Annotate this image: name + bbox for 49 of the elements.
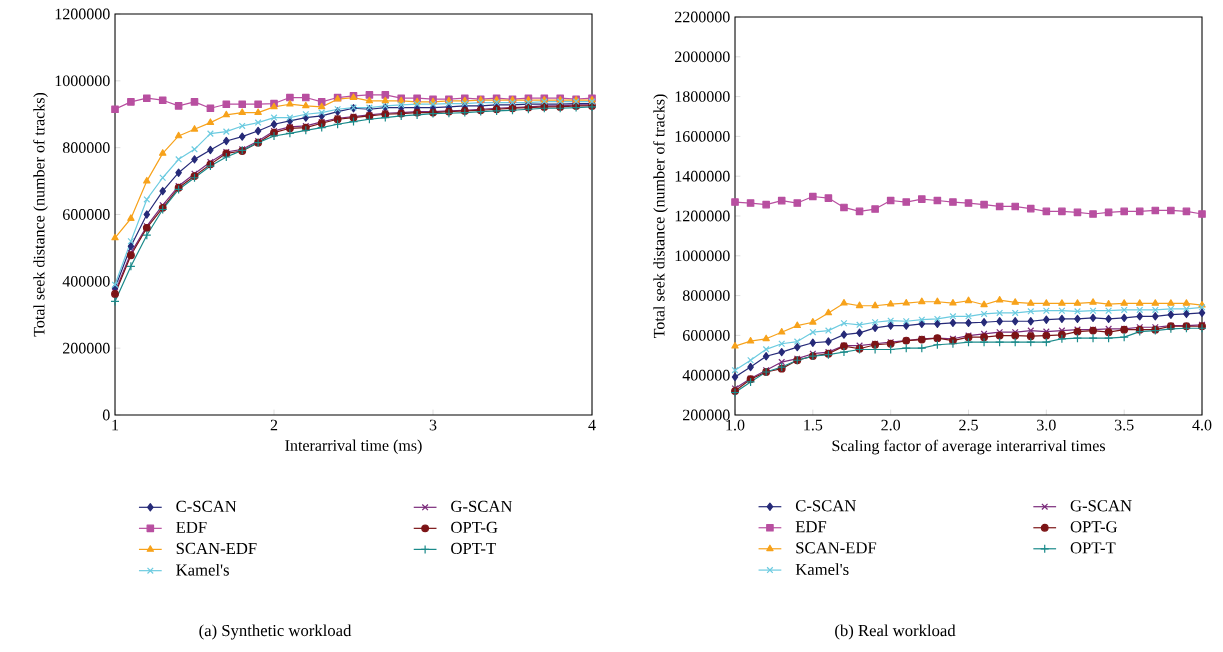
y-tick-label: 1200000: [55, 8, 110, 20]
text: (b) Real workload: [835, 624, 956, 640]
legend-label: OPT-G: [1070, 521, 1118, 533]
legend-label: SCAN-EDF: [796, 542, 877, 554]
y-tick-label: 1000000: [55, 75, 110, 87]
x-tick-label: 2.5: [959, 419, 978, 431]
y-axis-title: Total seek distance (number of tracks): [33, 92, 48, 337]
y-tick-label: 2200000: [675, 11, 730, 23]
y-axis-title: Total seek distance (number of tracks): [653, 94, 668, 338]
x-axis-title: Interarrival time (ms): [285, 439, 422, 455]
x-axis-title: Scaling factor of average interarrival times: [832, 439, 1106, 455]
legend-label: C-SCAN: [176, 500, 237, 512]
x-tick-label: 1: [112, 419, 119, 431]
y-tick-label: 2000000: [675, 51, 730, 63]
y-tick-label: 400000: [62, 275, 110, 287]
legend-label: EDF: [176, 521, 207, 533]
x-tick-label: 3.5: [1114, 419, 1134, 431]
x-tick-label: 4: [588, 419, 596, 431]
y-tick-label: 600000: [682, 330, 730, 341]
y-tick-label: 0: [102, 409, 110, 421]
y-tick-label: 200000: [63, 342, 110, 354]
text: (a) Synthetic workload: [199, 624, 352, 640]
y-tick-label: 1200000: [675, 210, 730, 222]
y-tick-label: 400000: [682, 369, 730, 381]
x-tick-label: 4.0: [1192, 419, 1212, 431]
x-tick-label: 3: [429, 419, 437, 431]
legend-label: Kamel's: [176, 563, 229, 576]
legend-label: OPT-G: [451, 521, 498, 534]
legend-label: Kamel's: [795, 563, 849, 576]
legend-label: OPT-T: [1070, 542, 1116, 554]
legend-label: OPT-T: [451, 542, 496, 555]
y-tick-label: 1600000: [675, 131, 730, 142]
legend-label: G-SCAN: [451, 500, 513, 512]
x-tick-label: 1.0: [726, 419, 745, 431]
legend-label: C-SCAN: [795, 500, 856, 512]
legend-label: EDF: [795, 521, 827, 533]
x-tick-label: 3.0: [1037, 419, 1056, 431]
x-tick-label: 2.0: [881, 419, 901, 431]
y-tick-label: 600000: [62, 209, 110, 220]
y-tick-label: 800000: [62, 142, 110, 154]
x-tick-label: 2: [270, 419, 278, 431]
legend-label: SCAN-EDF: [176, 542, 257, 555]
legend-label: G-SCAN: [1070, 500, 1132, 512]
y-tick-label: 1800000: [675, 91, 730, 102]
x-tick-label: 1.5: [804, 419, 823, 431]
y-tick-label: 1000000: [675, 250, 730, 262]
y-tick-label: 1400000: [675, 170, 730, 182]
y-tick-label: 800000: [682, 290, 730, 301]
y-tick-label: 200000: [683, 409, 730, 421]
